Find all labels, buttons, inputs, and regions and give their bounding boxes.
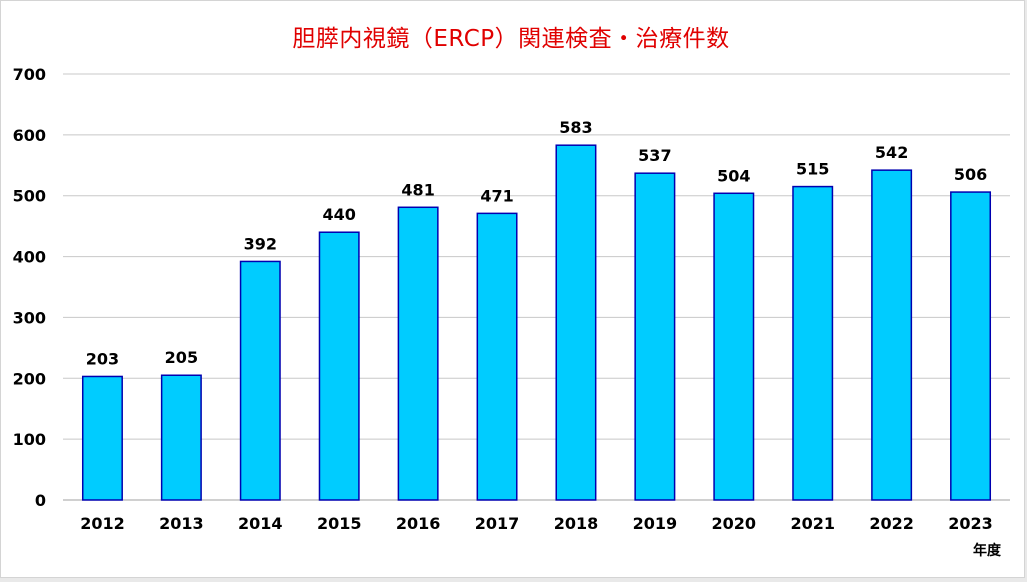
x-tick-label: 2023	[948, 514, 993, 533]
bar	[713, 192, 755, 501]
x-tick-label: 2022	[869, 514, 914, 533]
bar	[81, 375, 123, 501]
bar	[160, 374, 202, 501]
bar	[555, 144, 597, 501]
x-tick-label: 2014	[238, 514, 283, 533]
data-label: 203	[86, 349, 119, 368]
y-tick-label: 500	[13, 187, 46, 206]
data-label: 506	[954, 165, 987, 184]
bar	[397, 206, 439, 501]
x-tick-label: 2016	[396, 514, 441, 533]
y-tick-label: 300	[13, 308, 46, 327]
y-tick-label: 400	[13, 248, 46, 267]
y-tick-label: 700	[13, 65, 46, 84]
x-tick-label: 2017	[475, 514, 520, 533]
x-tick-label: 2015	[317, 514, 362, 533]
x-tick-label: 2019	[633, 514, 678, 533]
x-tick-label: 2018	[554, 514, 599, 533]
data-label: 205	[165, 348, 198, 367]
x-tick-label: 2013	[159, 514, 204, 533]
data-label: 504	[717, 166, 750, 185]
data-label: 537	[638, 146, 671, 165]
bar	[239, 260, 281, 501]
y-tick-label: 200	[13, 369, 46, 388]
x-tick-label: 2021	[790, 514, 835, 533]
data-label: 392	[244, 234, 277, 253]
y-tick-label: 0	[35, 491, 46, 510]
data-label: 515	[796, 160, 829, 179]
data-label: 471	[480, 186, 513, 205]
data-label: 440	[323, 205, 356, 224]
x-tick-label: 2020	[712, 514, 757, 533]
data-label: 542	[875, 143, 908, 162]
x-tick-label: 2012	[80, 514, 125, 533]
bar	[476, 212, 518, 501]
y-tick-label: 600	[13, 126, 46, 145]
bar	[318, 231, 360, 501]
chart-title: 胆膵内視鏡（ERCP）関連検査・治療件数	[292, 26, 730, 52]
data-label: 583	[559, 118, 592, 137]
bar	[871, 169, 913, 501]
data-label: 481	[401, 180, 434, 199]
x-axis-unit-label: 年度	[973, 542, 1002, 559]
bar	[634, 172, 676, 501]
y-tick-label: 100	[13, 430, 46, 449]
bar	[950, 191, 992, 501]
bar	[792, 185, 834, 501]
